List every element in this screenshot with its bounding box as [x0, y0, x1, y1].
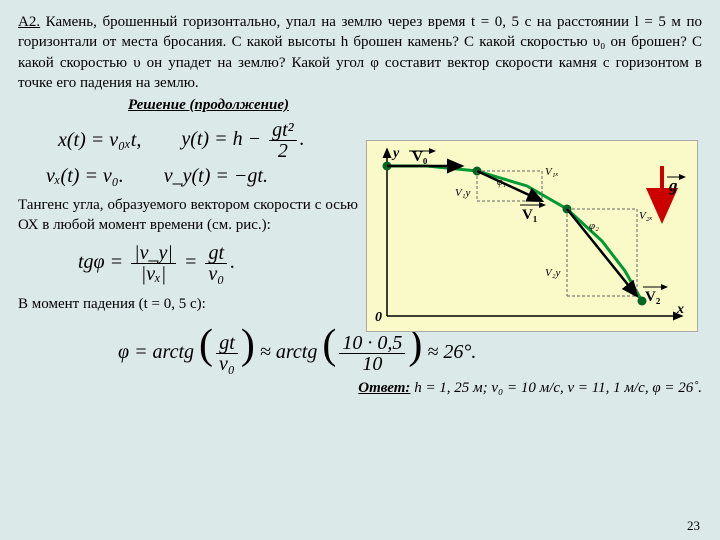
eq-vx: vₓ(t) = v₀.: [46, 165, 124, 188]
page-number: 23: [687, 518, 700, 534]
tangent-text: Тангенс угла, образуемого вектором скоро…: [18, 196, 358, 235]
svg-text:φ₂: φ₂: [589, 220, 599, 232]
trajectory-diagram: 0xyV₀gV₁V₁ₓV₁yφ₁V₂V₂ₓV₂yφ₂: [366, 140, 698, 332]
svg-text:V₂ₓ: V₂ₓ: [639, 210, 653, 222]
answer-label: Ответ:: [358, 380, 410, 396]
svg-text:V₂y: V₂y: [545, 267, 561, 279]
svg-text:0: 0: [375, 310, 382, 325]
answer: Ответ: h = 1, 25 м; v₀ = 10 м/с, v = 11,…: [18, 380, 702, 397]
svg-text:V₁: V₁: [522, 207, 537, 223]
eq-yt: y(t) = h − gt² 2 .: [181, 120, 304, 161]
eq-vy: v_y(t) = −gt.: [164, 165, 268, 188]
svg-text:y: y: [391, 146, 400, 161]
problem-statement: А2. Камень, брошенный горизонтально, упа…: [18, 12, 702, 93]
problem-label: А2.: [18, 14, 40, 30]
svg-text:φ₁: φ₁: [497, 177, 506, 188]
svg-text:V₁y: V₁y: [455, 187, 471, 199]
eq-xt: x(t) = v₀ₓt,: [58, 129, 141, 152]
svg-text:V₁ₓ: V₁ₓ: [545, 166, 559, 178]
problem-text: Камень, брошенный горизонтально, упал на…: [18, 14, 702, 91]
svg-text:V₂: V₂: [645, 289, 661, 305]
diagram-svg: 0xyV₀gV₁V₁ₓV₁yφ₁V₂V₂ₓV₂yφ₂: [367, 141, 697, 331]
svg-text:x: x: [676, 302, 684, 317]
solution-title: Решение (продолжение): [128, 97, 702, 114]
svg-text:g: g: [668, 176, 678, 195]
answer-text: h = 1, 25 м; v₀ = 10 м/с, v = 11, 1 м/с,…: [414, 380, 702, 396]
